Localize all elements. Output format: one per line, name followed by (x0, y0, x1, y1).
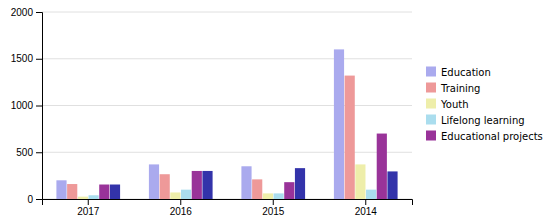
bar (170, 192, 180, 199)
x-tick-mark (88, 199, 89, 205)
legend-label: Educational projects (441, 131, 543, 142)
legend-swatch (426, 131, 436, 141)
bar (284, 182, 294, 199)
bar (110, 185, 120, 199)
x-tick: 2016 (170, 199, 193, 217)
legend: Education Training Youth Lifelong learning E… (426, 67, 543, 142)
y-tick-mark (36, 59, 42, 60)
x-axis: 2017 2016 2015 2014 (43, 199, 413, 217)
bar (366, 190, 376, 199)
bar (56, 180, 66, 199)
y-tick-mark (36, 152, 42, 153)
y-tick: 1000 (11, 100, 42, 111)
legend-label: Youth (440, 99, 469, 110)
bar (99, 185, 109, 199)
bar (192, 171, 202, 199)
y-tick: 2000 (11, 7, 42, 18)
chart: 2017 2016 2015 2014 0 500 1000 1500 2000 Educatio… (0, 0, 552, 223)
bar (263, 193, 273, 199)
y-tick-label: 500 (16, 147, 33, 158)
legend-item: Educational projects (426, 131, 543, 142)
bar-series (67, 76, 355, 199)
legend-item: Education (426, 67, 491, 78)
x-tick-label: 2017 (77, 206, 100, 217)
y-tick-label: 1000 (11, 100, 34, 111)
y-tick-mark (36, 12, 42, 13)
x-tick: 2017 (77, 199, 100, 217)
x-tick: 2015 (262, 199, 285, 217)
plot: 2017 2016 2015 2014 0 500 1000 1500 2000 (11, 7, 413, 217)
y-tick-mark (36, 199, 42, 200)
x-tick-label: 2016 (170, 206, 193, 217)
x-tick-mark (365, 199, 366, 205)
grid (42, 12, 412, 199)
y-tick-mark (36, 106, 42, 107)
x-tick-mark (273, 199, 274, 205)
bar-series (56, 49, 344, 199)
y-tick: 0 (27, 194, 42, 205)
bar (345, 76, 355, 199)
x-tick-mark (180, 199, 181, 205)
y-tick-label: 0 (27, 194, 33, 205)
legend-swatch (426, 99, 436, 109)
x-tick-label: 2014 (355, 206, 378, 217)
legend-item: Lifelong learning (426, 115, 525, 126)
legend-swatch (426, 67, 436, 77)
y-tick: 500 (16, 147, 42, 158)
y-axis: 0 500 1000 1500 2000 (11, 7, 43, 205)
y-tick: 1500 (11, 53, 42, 64)
legend-swatch (426, 115, 436, 125)
bar (355, 164, 365, 199)
bar (252, 179, 262, 199)
bar-series (78, 164, 366, 199)
x-tick-label: 2015 (262, 206, 285, 217)
bar (274, 193, 284, 199)
bar-series (110, 168, 398, 199)
bar (160, 174, 170, 199)
legend-item: Youth (426, 99, 469, 110)
bars (56, 49, 397, 199)
legend-swatch (426, 83, 436, 93)
y-tick-label: 2000 (11, 7, 34, 18)
bar (149, 164, 159, 199)
bar (89, 195, 99, 199)
x-tick: 2014 (355, 199, 378, 217)
bar (181, 190, 191, 199)
bar (295, 168, 305, 199)
grid-line (42, 12, 412, 13)
grid-line (42, 58, 412, 59)
bar-series (89, 190, 377, 199)
bar (241, 166, 251, 199)
bar-series (99, 134, 387, 199)
bar (78, 197, 88, 199)
y-tick-label: 1500 (11, 53, 34, 64)
axis-line (43, 200, 413, 206)
legend-label: Lifelong learning (441, 115, 525, 126)
bar (387, 171, 397, 199)
legend-label: Education (441, 67, 491, 78)
bar (334, 49, 344, 199)
grid-line (42, 152, 412, 153)
bar (67, 184, 77, 199)
legend-item: Training (426, 83, 480, 94)
axis-line (36, 13, 43, 200)
legend-label: Training (440, 83, 480, 94)
bar (202, 171, 212, 199)
bar (377, 134, 387, 199)
grid-line (42, 105, 412, 106)
